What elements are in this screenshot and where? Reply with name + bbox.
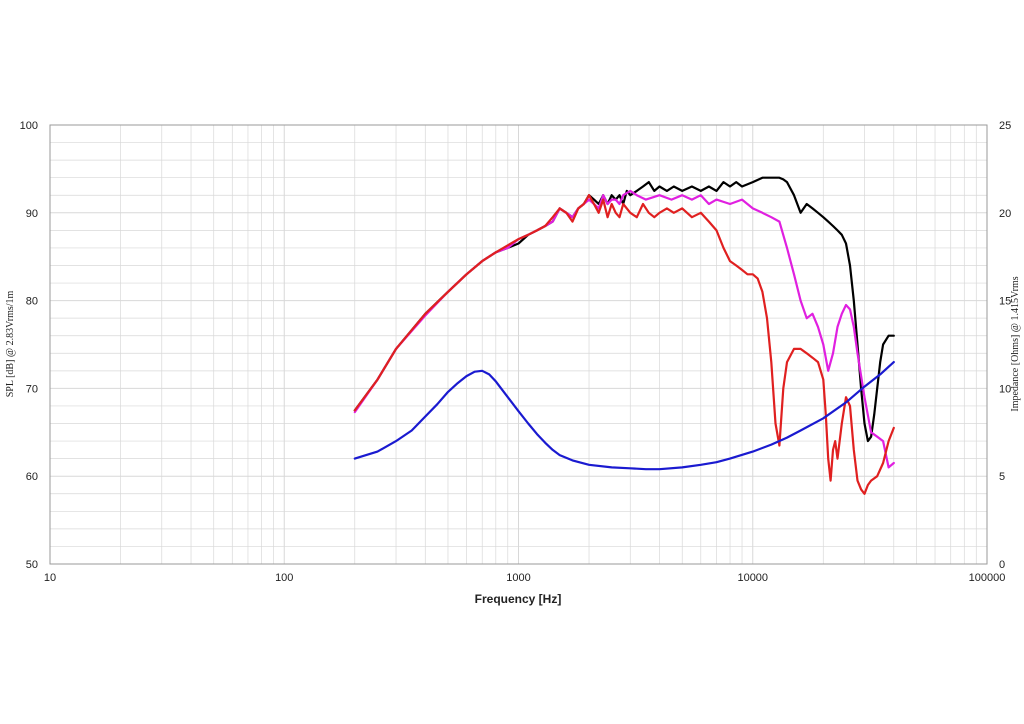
series-blue-impedance-line (353, 361, 895, 471)
series-black-line (353, 176, 895, 443)
x-tick-label: 100000 (969, 572, 1006, 584)
y-tick-label: 80 (26, 296, 38, 308)
y2-tick-labels: 0 5 10 15 20 25 (999, 120, 1011, 571)
x-tick-label: 10000 (737, 572, 768, 584)
x-tick-label: 10 (44, 572, 56, 584)
y2-tick-label: 15 (999, 296, 1011, 308)
y-axis-title: SPL [dB] @ 2.83Vrms/1m (5, 290, 16, 397)
y-tick-labels: 50 60 70 80 90 100 (20, 120, 38, 571)
y2-tick-label: 5 (999, 471, 1005, 483)
x-axis-title: Frequency [Hz] (475, 592, 562, 606)
y-tick-label: 60 (26, 471, 38, 483)
y-tick-label: 50 (26, 559, 38, 571)
y2-tick-label: 25 (999, 120, 1011, 132)
plot-frame (49, 124, 988, 565)
series-lines (353, 176, 895, 495)
y-tick-label: 90 (26, 208, 38, 220)
x-tick-label: 1000 (506, 572, 530, 584)
y-tick-label: 70 (26, 383, 38, 395)
y-tick-label: 100 (20, 120, 38, 132)
x-tick-label: 100 (275, 572, 293, 584)
y2-tick-label: 0 (999, 559, 1005, 571)
x-tick-labels: 10 100 1000 10000 100000 (44, 572, 1005, 584)
y2-tick-label: 10 (999, 383, 1011, 395)
y2-axis-title: Impedance [Ohms] @ 1.415Vrms (1010, 276, 1021, 411)
y2-tick-label: 20 (999, 208, 1011, 220)
series-magenta-line (353, 189, 895, 469)
series-red-line (353, 194, 895, 495)
grid (50, 124, 987, 565)
